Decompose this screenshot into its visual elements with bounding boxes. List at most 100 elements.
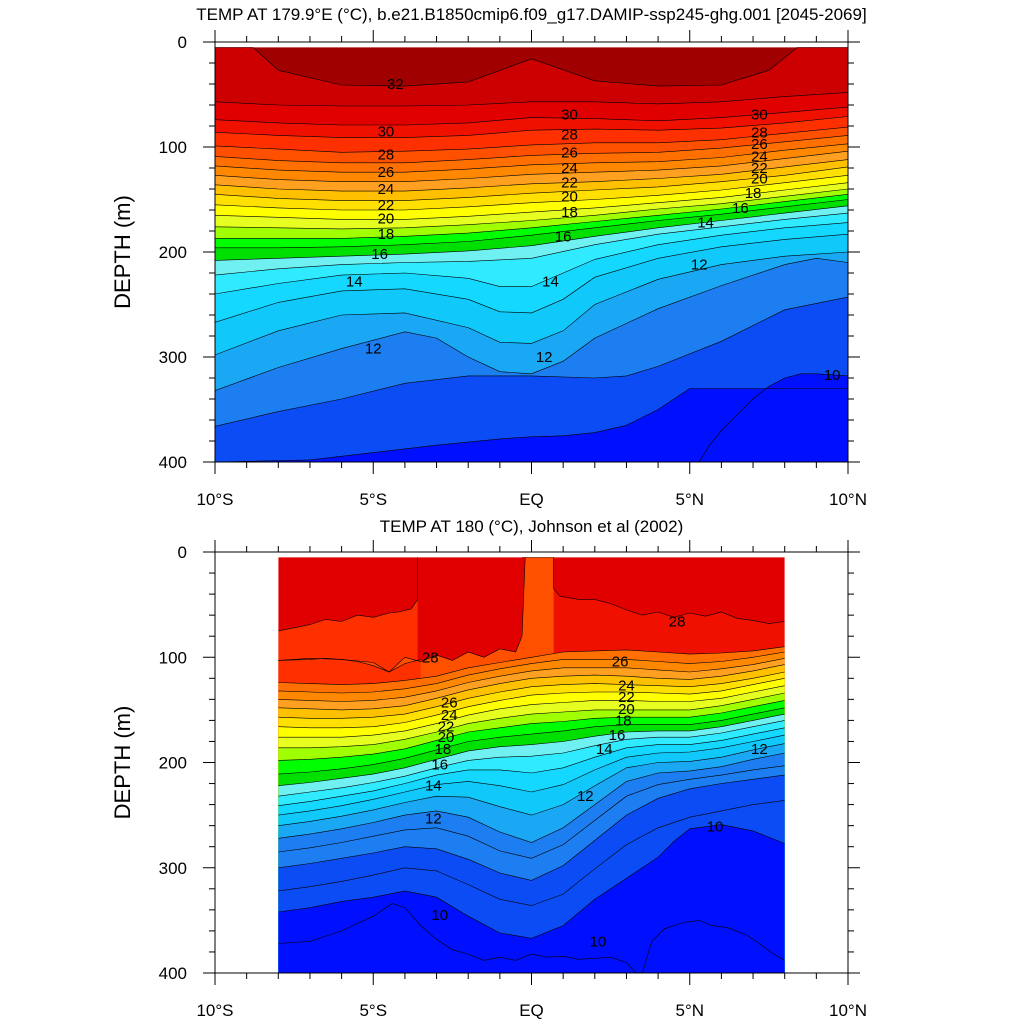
isotherm-line-17 <box>278 713 785 786</box>
isotherm-line-28.5 <box>278 657 421 673</box>
contour-label: 26 <box>751 136 768 153</box>
contour-label: 14 <box>346 273 363 290</box>
chart-title: TEMP AT 179.9°E (°C), b.e21.B1850cmip6.f… <box>196 5 866 24</box>
isotherm-line-19 <box>215 194 848 239</box>
isotherm-line-11 <box>278 774 785 881</box>
contour-label: 16 <box>371 246 388 263</box>
contour-label: 10 <box>824 367 841 384</box>
isotherm-band-9.2 <box>642 920 785 973</box>
isotherm-line-16 <box>215 212 848 276</box>
isotherm-line-27 <box>215 135 848 164</box>
contour-label: 14 <box>596 741 613 758</box>
isotherm-line-9.2 <box>642 920 785 973</box>
contour-label: 22 <box>561 175 578 192</box>
contour-label: 10 <box>431 907 448 924</box>
isotherm-band-9.5 <box>278 903 636 973</box>
y-tick-label: 300 <box>159 859 187 878</box>
contour-label: 22 <box>751 160 768 177</box>
contour-label: 20 <box>438 729 455 746</box>
x-tick-label: EQ <box>519 1001 544 1020</box>
contour-label: 22 <box>618 689 635 706</box>
isotherm-line-29 <box>278 557 418 632</box>
contour-label: 24 <box>378 181 395 198</box>
contour-label: 16 <box>732 200 749 217</box>
isotherm-line-15 <box>278 727 785 806</box>
contour-label: 18 <box>435 741 452 758</box>
contour-label: 26 <box>612 653 629 670</box>
contour-fill-group <box>278 557 785 973</box>
contour-label: 16 <box>555 228 572 245</box>
y-tick-label: 300 <box>159 348 187 367</box>
isotherm-line-30 <box>215 106 848 126</box>
isotherm-line-21 <box>215 182 848 220</box>
x-tick-label: 10°N <box>829 1001 867 1020</box>
contour-label: 22 <box>378 197 395 214</box>
isotherm-line-18 <box>215 199 848 249</box>
contour-label: 22 <box>438 719 455 736</box>
contour-label: 30 <box>378 123 395 140</box>
isotherm-line-22 <box>278 678 785 729</box>
contour-label: 16 <box>431 757 448 774</box>
isotherm-line-17 <box>215 205 848 261</box>
y-tick-label: 400 <box>159 964 187 983</box>
isotherm-line-26 <box>215 143 848 173</box>
top-panel: 3230282624222018161412302826242220181614… <box>110 5 867 509</box>
isotherm-line-10 <box>278 824 785 939</box>
contour-label: 30 <box>561 106 578 123</box>
contour-label: 12 <box>425 810 442 827</box>
isotherm-line-10 <box>215 388 848 462</box>
contour-label: 14 <box>697 215 714 232</box>
x-tick-label: 10°S <box>196 490 233 509</box>
y-tick-label: 0 <box>178 543 187 562</box>
contour-label: 28 <box>422 649 439 666</box>
x-tick-label: EQ <box>519 490 544 509</box>
isotherm-line-28 <box>278 557 554 673</box>
contour-label: 30 <box>751 106 768 123</box>
y-tick-label: 400 <box>159 453 187 472</box>
isotherm-line-31 <box>215 92 848 107</box>
isotherm-band-10 <box>215 388 848 462</box>
contour-label: 28 <box>669 613 686 630</box>
isotherm-line-28 <box>215 126 848 153</box>
y-tick-label: 100 <box>159 138 187 157</box>
isotherm-line-9.5 <box>278 903 637 973</box>
isotherm-line-14 <box>278 734 785 816</box>
contour-label: 14 <box>425 778 442 795</box>
contour-label: 26 <box>561 144 578 161</box>
x-tick-label: 5°S <box>359 490 387 509</box>
contour-label: 12 <box>577 788 594 805</box>
x-tick-label: 5°S <box>359 1001 387 1020</box>
isotherm-line-24 <box>278 664 785 711</box>
x-tick-label: 5°N <box>675 1001 704 1020</box>
contour-label: 28 <box>378 146 395 163</box>
isotherm-line-18 <box>278 707 785 775</box>
x-tick-label: 5°N <box>675 490 704 509</box>
contour-label: 20 <box>561 188 578 205</box>
isotherm-line-11.5 <box>278 765 785 859</box>
bottom-panel: 2828262422201816141210262422201816141212… <box>110 517 867 1020</box>
isotherm-line-24 <box>215 159 848 192</box>
contour-label: 20 <box>751 171 768 188</box>
y-tick-label: 0 <box>178 33 187 52</box>
isotherm-line-27 <box>278 646 785 685</box>
x-tick-label: 10°N <box>829 490 867 509</box>
isotherm-line-29.1 <box>553 557 785 624</box>
contour-label: 28 <box>561 126 578 143</box>
contour-label: 26 <box>378 164 395 181</box>
isotherm-line-20 <box>215 188 848 230</box>
contour-label: 12 <box>691 257 708 274</box>
isotherm-line-20 <box>278 692 785 749</box>
contour-label: 10 <box>707 819 724 836</box>
contour-label: 28 <box>751 124 768 141</box>
isotherm-line-14 <box>215 233 848 323</box>
contour-label: 12 <box>751 741 768 758</box>
y-axis-title: DEPTH (m) <box>110 195 135 309</box>
isotherm-line-10.5 <box>278 800 785 906</box>
isotherm-line-25 <box>215 150 848 182</box>
x-tick-label: 10°S <box>196 1001 233 1020</box>
contour-label: 18 <box>745 185 762 202</box>
isotherm-line-9.5 <box>698 373 848 462</box>
contour-label: 20 <box>618 701 635 718</box>
isotherm-line-12 <box>278 752 785 843</box>
